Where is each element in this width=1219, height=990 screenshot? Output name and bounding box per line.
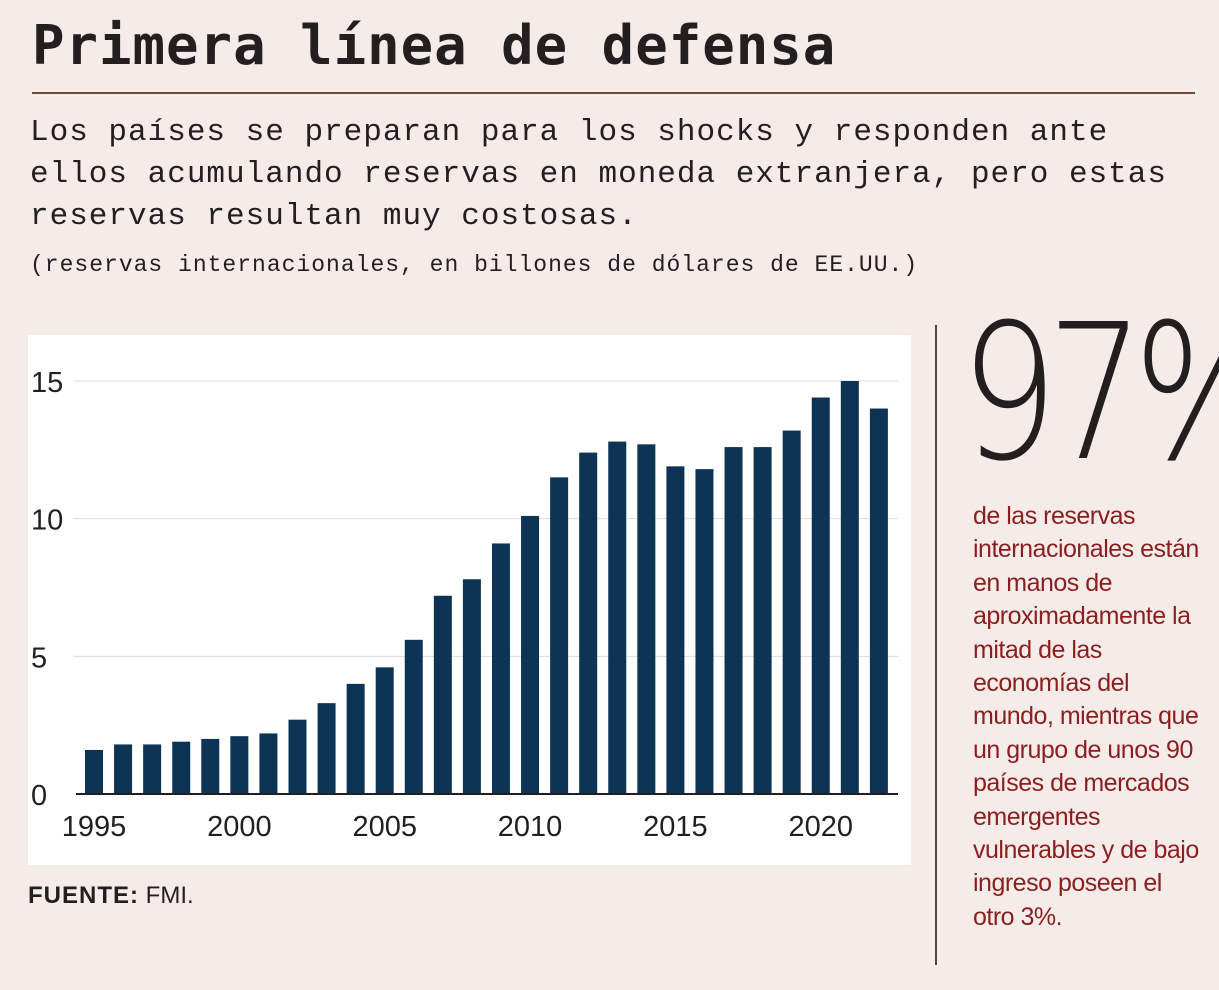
bar-2000 — [230, 736, 249, 794]
bar-2006 — [404, 639, 423, 794]
bar-2010 — [521, 515, 540, 794]
x-tick-label-1995: 1995 — [62, 811, 127, 843]
title-divider — [32, 92, 1195, 94]
y-tick-label-5: 5 — [31, 642, 47, 674]
source-text: FMI. — [145, 882, 194, 909]
bar-2001 — [259, 733, 278, 794]
stat-description: de las reservas internacionales están en… — [973, 502, 1199, 931]
bar-2018 — [753, 447, 772, 794]
bar-2005 — [375, 667, 394, 794]
bar-2004 — [346, 683, 365, 794]
units-note: (reservas internacionales, en billones d… — [30, 252, 919, 278]
source-note: FUENTE: FMI. — [28, 882, 194, 910]
bar-2022 — [869, 408, 888, 794]
y-tick-label-0: 0 — [31, 780, 47, 812]
bar-2019 — [782, 430, 801, 794]
bar-2009 — [491, 543, 510, 794]
bar-2013 — [608, 441, 627, 794]
bar-1996 — [114, 744, 133, 794]
x-tick-label-2005: 2005 — [352, 811, 417, 843]
bar-2016 — [695, 469, 714, 794]
bar-chart-svg: 0 5 10 15 1995 2000 2005 2010 2015 2020 — [31, 367, 898, 843]
bar-1997 — [143, 744, 162, 794]
x-tick-label-2015: 2015 — [643, 811, 708, 843]
bar-2002 — [288, 719, 307, 794]
source-label: FUENTE: — [28, 882, 139, 909]
bar-1998 — [172, 741, 191, 794]
bar-2015 — [666, 466, 685, 794]
bar-2017 — [724, 447, 743, 794]
bar-2014 — [637, 444, 656, 794]
x-tick-label-2020: 2020 — [788, 811, 853, 843]
bar-2007 — [433, 595, 452, 794]
y-tick-label-10: 10 — [31, 505, 63, 537]
bar-1999 — [201, 738, 220, 794]
chart-subtitle: Los países se preparan para los shocks y… — [30, 115, 1167, 234]
x-tick-label-2010: 2010 — [498, 811, 563, 843]
bar-2008 — [462, 579, 481, 794]
bar-2021 — [840, 381, 859, 794]
bar-1995 — [85, 749, 103, 794]
chart-title: Primera línea de defensa — [32, 14, 837, 77]
big-stat: 97% — [960, 284, 1219, 503]
bar-2020 — [811, 397, 830, 794]
vertical-divider — [935, 325, 937, 965]
y-tick-label-15: 15 — [31, 367, 63, 399]
bar-2012 — [579, 452, 598, 794]
bar-2003 — [317, 703, 336, 794]
bar-2011 — [550, 477, 569, 794]
bar-chart: 0 5 10 15 1995 2000 2005 2010 2015 2020 — [28, 335, 911, 865]
x-tick-label-2000: 2000 — [207, 811, 272, 843]
